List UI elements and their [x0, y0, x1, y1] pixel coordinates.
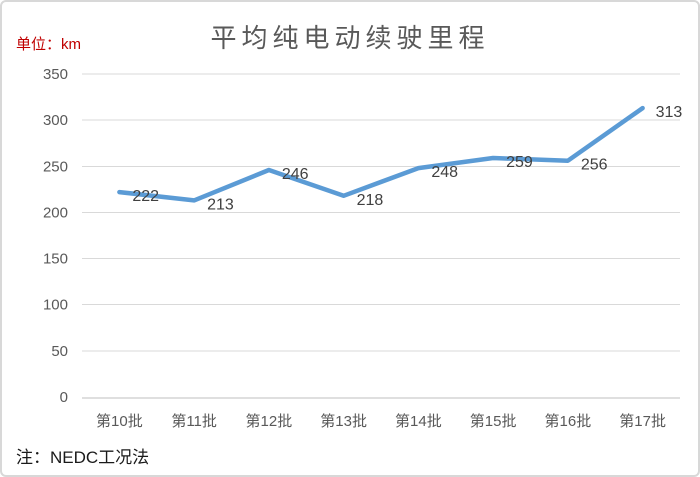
- x-axis-category-label: 第13批: [320, 412, 367, 430]
- y-axis-tick-label: 300: [43, 112, 68, 129]
- data-point-label: 248: [431, 164, 458, 181]
- x-axis-category-label: 第11批: [171, 412, 217, 430]
- x-axis-category-label: 第16批: [545, 412, 592, 430]
- x-axis-category-label: 第10批: [96, 412, 143, 430]
- x-axis-category-label: 第12批: [246, 412, 293, 430]
- data-line: [117, 105, 645, 203]
- x-axis-category-label: 第15批: [470, 412, 517, 430]
- chart-title: 平均纯电动续驶里程: [210, 23, 490, 53]
- data-point-label: 222: [132, 188, 159, 205]
- y-axis-tick-label: 50: [51, 343, 68, 360]
- x-axis-category-label: 第17批: [619, 412, 666, 430]
- data-point-label: 246: [282, 166, 309, 183]
- y-axis-tick-label: 0: [60, 389, 68, 406]
- data-point-label: 213: [207, 196, 234, 213]
- data-point-label: 313: [656, 104, 683, 121]
- data-point-label: 256: [581, 157, 608, 174]
- unit-label: 单位：km: [16, 36, 81, 53]
- footnote: 注：NEDC工况法: [16, 448, 150, 467]
- y-axis-tick-label: 150: [43, 251, 68, 268]
- y-axis-tick-label: 100: [43, 297, 68, 314]
- y-axis-tick-label: 250: [43, 158, 68, 175]
- x-axis-category-label: 第14批: [395, 412, 442, 430]
- data-point-label: 218: [357, 192, 384, 209]
- data-point-label: 259: [506, 154, 533, 171]
- y-axis-tick-label: 350: [43, 66, 68, 83]
- y-axis-tick-label: 200: [43, 204, 68, 221]
